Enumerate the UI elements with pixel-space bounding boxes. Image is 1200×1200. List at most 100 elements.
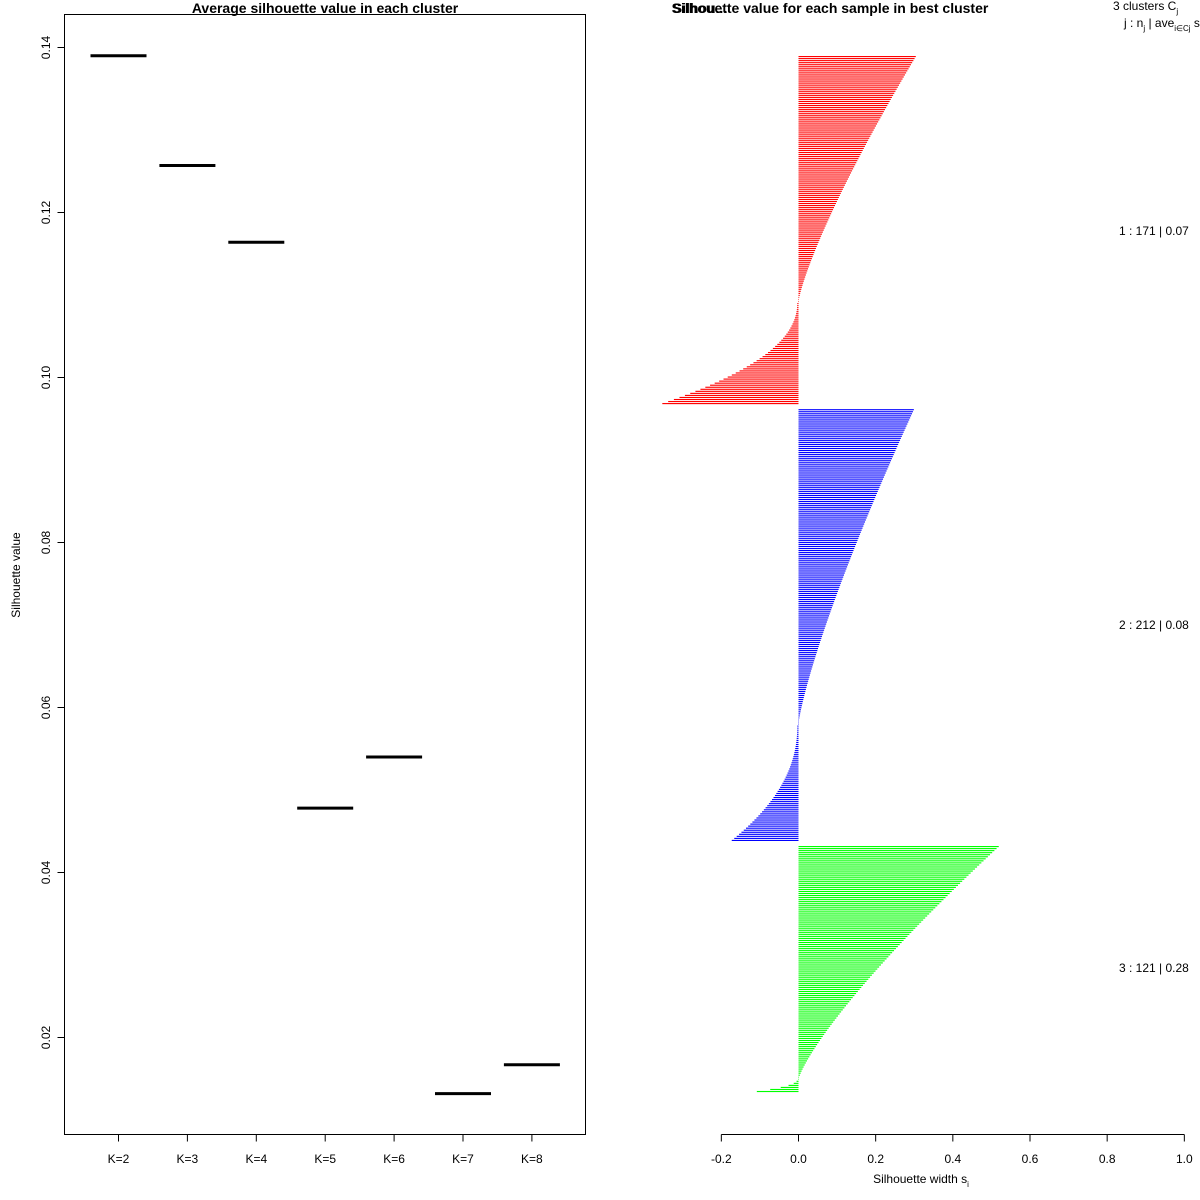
silhouette-bar xyxy=(798,433,903,435)
left-chart-title: Average silhouette value in each cluster xyxy=(192,0,459,16)
silhouette-bar xyxy=(798,984,864,986)
silhouette-bar xyxy=(798,292,801,294)
silhouette-bar xyxy=(798,480,883,482)
silhouette-bar xyxy=(798,919,924,921)
silhouette-bar xyxy=(798,294,800,296)
silhouette-bar xyxy=(775,345,799,347)
silhouette-bar xyxy=(684,394,799,396)
silhouette-bar xyxy=(798,641,821,643)
silhouette-bar xyxy=(783,780,799,782)
silhouette-bar xyxy=(798,64,911,66)
silhouette-bar xyxy=(798,990,858,993)
silhouette-bar xyxy=(798,858,986,860)
cluster-label-2: 2 : 212 | 0.08 xyxy=(1119,618,1189,632)
silhouette-bar xyxy=(798,458,892,460)
silhouette-bar xyxy=(798,880,963,882)
silhouette-bar xyxy=(798,258,812,260)
legend-header-line1-sub: j xyxy=(1175,7,1178,16)
silhouette-bar xyxy=(773,797,799,799)
silhouette-bar xyxy=(798,219,829,221)
silhouette-bar xyxy=(798,1068,803,1070)
silhouette-bar xyxy=(798,153,861,156)
silhouette-bar xyxy=(798,151,862,154)
left-data-marks xyxy=(90,54,560,1096)
silhouette-bar xyxy=(798,529,862,531)
silhouette-bar xyxy=(739,833,799,835)
silhouette-bar xyxy=(798,568,847,570)
silhouette-bar xyxy=(798,933,910,935)
silhouette-bar xyxy=(798,274,806,276)
silhouette-bar xyxy=(798,486,880,488)
silhouette-bar xyxy=(798,715,800,717)
silhouette-bar xyxy=(798,956,889,958)
silhouette-bar xyxy=(798,300,799,303)
silhouette-bar xyxy=(750,364,799,366)
silhouette-bar xyxy=(798,866,978,868)
silhouette-bar xyxy=(798,104,888,107)
left-y-tick-label: 0.10 xyxy=(39,365,53,389)
silhouette-bar xyxy=(798,129,874,131)
silhouette-bar xyxy=(798,194,840,196)
silhouette-bar xyxy=(798,102,889,105)
silhouette-bars xyxy=(662,56,999,1093)
silhouette-bar xyxy=(798,476,884,478)
silhouette-bar xyxy=(772,347,799,350)
silhouette-bar xyxy=(798,935,908,937)
left-y-tick-label: 0.02 xyxy=(39,1025,53,1049)
silhouette-bar xyxy=(798,601,835,603)
silhouette-bar xyxy=(798,556,852,558)
silhouette-bar xyxy=(798,692,805,695)
silhouette-bar xyxy=(798,113,883,115)
silhouette-bar xyxy=(798,629,825,631)
silhouette-bar xyxy=(798,435,902,437)
silhouette-bar xyxy=(781,784,799,786)
silhouette-bar xyxy=(736,835,799,837)
silhouette-bar xyxy=(798,117,881,119)
cluster-3-bars xyxy=(756,845,999,1093)
left-x-tick-label: K=2 xyxy=(108,1152,130,1166)
silhouette-bar xyxy=(798,488,879,490)
silhouette-bar xyxy=(798,572,845,574)
legend-header-line2-c: s xyxy=(1191,16,1200,30)
silhouette-bar xyxy=(798,90,896,92)
silhouette-bar xyxy=(798,558,851,560)
silhouette-bar xyxy=(798,182,846,184)
silhouette-bar xyxy=(731,839,799,841)
silhouette-bar xyxy=(798,141,868,143)
left-x-axis: K=2 K=3 K=4 K=5 K=6 K=7 K=8 xyxy=(108,1134,543,1166)
silhouette-bar xyxy=(791,325,799,327)
silhouette-bar xyxy=(798,276,806,278)
silhouette-bar xyxy=(798,1056,810,1058)
silhouette-bar xyxy=(798,278,805,280)
silhouette-bar xyxy=(779,341,799,343)
silhouette-bar xyxy=(798,925,918,927)
silhouette-bar xyxy=(798,682,808,684)
silhouette-bar xyxy=(774,794,799,797)
silhouette-bar xyxy=(798,535,860,537)
silhouette-bar xyxy=(752,821,799,823)
silhouette-bar xyxy=(793,754,799,756)
silhouette-bar xyxy=(798,703,803,705)
silhouette-bar xyxy=(798,249,816,252)
silhouette-bar xyxy=(798,966,880,968)
silhouette-bar xyxy=(798,517,867,519)
silhouette-bar xyxy=(798,870,973,872)
silhouette-bar xyxy=(756,817,799,819)
silhouette-bar xyxy=(798,562,849,564)
right-chart-title-overlap: Silhou... xyxy=(673,0,727,16)
silhouette-bar xyxy=(798,872,971,874)
silhouette-bar xyxy=(795,315,799,317)
silhouette-bar xyxy=(798,941,902,944)
silhouette-bar xyxy=(798,1046,816,1048)
silhouette-bar xyxy=(798,217,830,219)
silhouette-bar xyxy=(798,1033,825,1035)
silhouette-bar xyxy=(798,596,836,599)
silhouette-bar xyxy=(798,80,902,82)
silhouette-bar xyxy=(798,243,818,245)
silhouette-bar xyxy=(784,778,799,780)
silhouette-bar xyxy=(798,696,804,699)
silhouette-bar xyxy=(798,578,843,580)
silhouette-bar xyxy=(798,617,829,619)
silhouette-bar xyxy=(794,750,799,752)
silhouette-bar xyxy=(798,639,821,641)
